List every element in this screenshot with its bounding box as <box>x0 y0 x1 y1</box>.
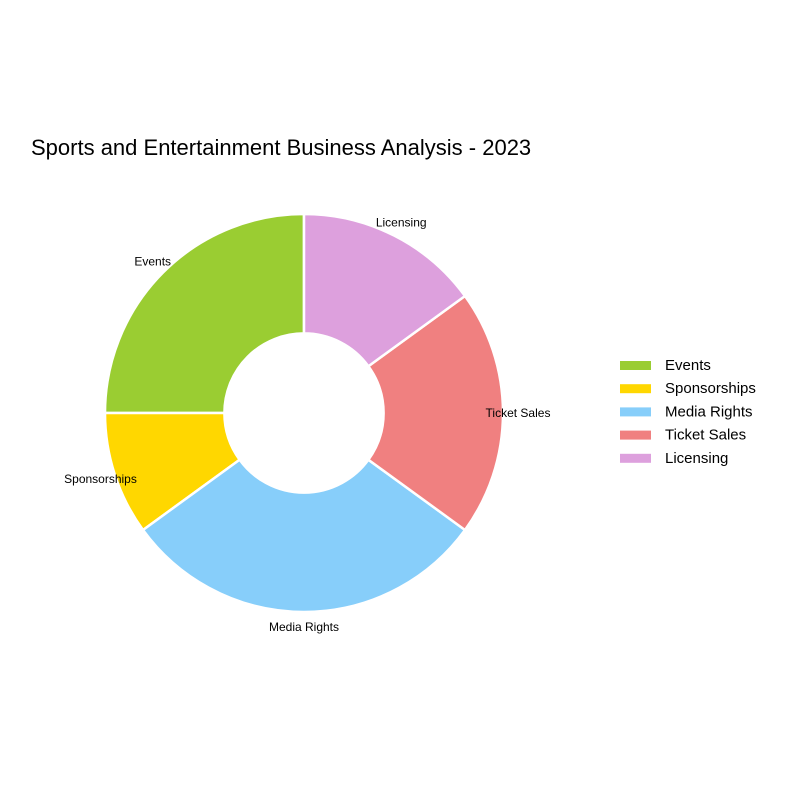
legend-item-media-rights[interactable]: Media Rights <box>620 403 753 420</box>
slice-events[interactable] <box>103 212 306 415</box>
legend-item-licensing[interactable]: Licensing <box>620 450 728 467</box>
legend-swatch <box>620 407 651 417</box>
legend-swatch <box>620 384 651 394</box>
legend-label: Licensing <box>665 450 728 467</box>
slice-media-rights[interactable] <box>141 458 467 614</box>
legend-swatch <box>620 430 651 440</box>
slice-labels: Events Sponsorships Media Rights Ticket Sal… <box>64 215 550 634</box>
legend-label: Ticket Sales <box>665 427 746 444</box>
slice-label-sponsorships: Sponsorships <box>64 472 137 486</box>
legend-item-events[interactable]: Events <box>620 357 711 374</box>
legend-label: Sponsorships <box>665 380 756 397</box>
slice-ticket-sales[interactable] <box>366 294 505 532</box>
legend-label: Media Rights <box>665 403 753 420</box>
legend-item-sponsorships[interactable]: Sponsorships <box>620 380 756 397</box>
slice-label-licensing: Licensing <box>376 215 427 229</box>
slice-label-ticket-sales: Ticket Sales <box>486 406 551 420</box>
legend-swatch <box>620 361 651 370</box>
chart-title: Sports and Entertainment Business Analys… <box>31 135 531 160</box>
legend-item-ticket-sales[interactable]: Ticket Sales <box>620 427 746 444</box>
legend-label: Events <box>665 357 711 374</box>
legend-swatch <box>620 453 651 463</box>
legend: Events Sponsorships Media Rights Ticket Sal… <box>620 357 756 467</box>
slice-label-events: Events <box>134 255 171 269</box>
donut-slices <box>103 212 505 614</box>
slice-licensing[interactable] <box>302 212 467 368</box>
slice-label-media-rights: Media Rights <box>269 620 339 634</box>
